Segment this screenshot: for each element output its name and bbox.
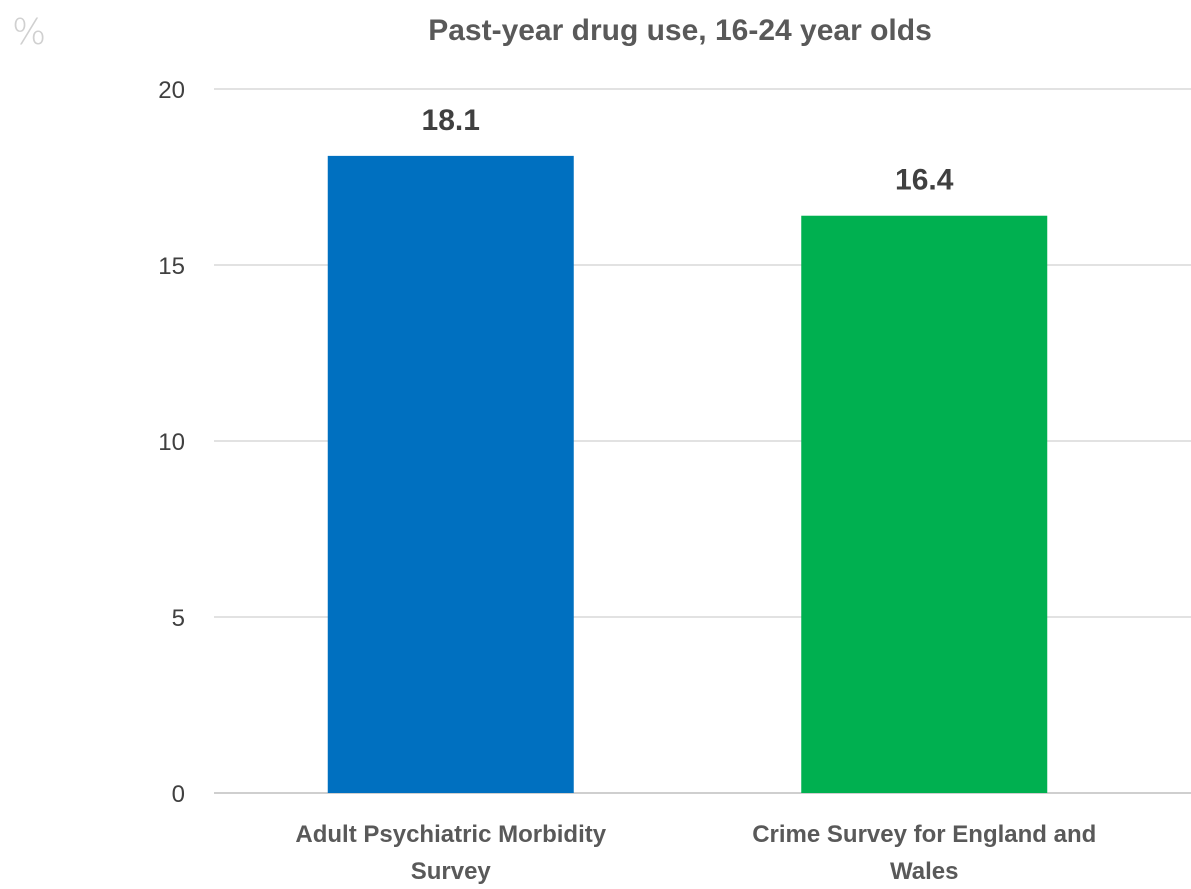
- y-tick-label: 20: [158, 77, 185, 104]
- chart-title: Past-year drug use, 16-24 year olds: [428, 14, 932, 47]
- x-category-label: Wales: [890, 858, 958, 885]
- x-category-label: Adult Psychiatric Morbidity: [295, 821, 606, 848]
- bar: [327, 155, 574, 793]
- x-category-label: Crime Survey for England and: [752, 821, 1096, 848]
- data-label: 16.4: [895, 164, 954, 197]
- y-tick-label: 10: [158, 429, 185, 456]
- data-label: 18.1: [422, 104, 480, 137]
- bar: [801, 215, 1048, 794]
- y-tick-label: 0: [172, 781, 185, 808]
- y-tick-label: 5: [172, 605, 185, 632]
- y-axis-unit-label: %: [12, 12, 47, 53]
- y-tick-label: 15: [158, 253, 185, 280]
- x-category-label: Survey: [411, 858, 492, 885]
